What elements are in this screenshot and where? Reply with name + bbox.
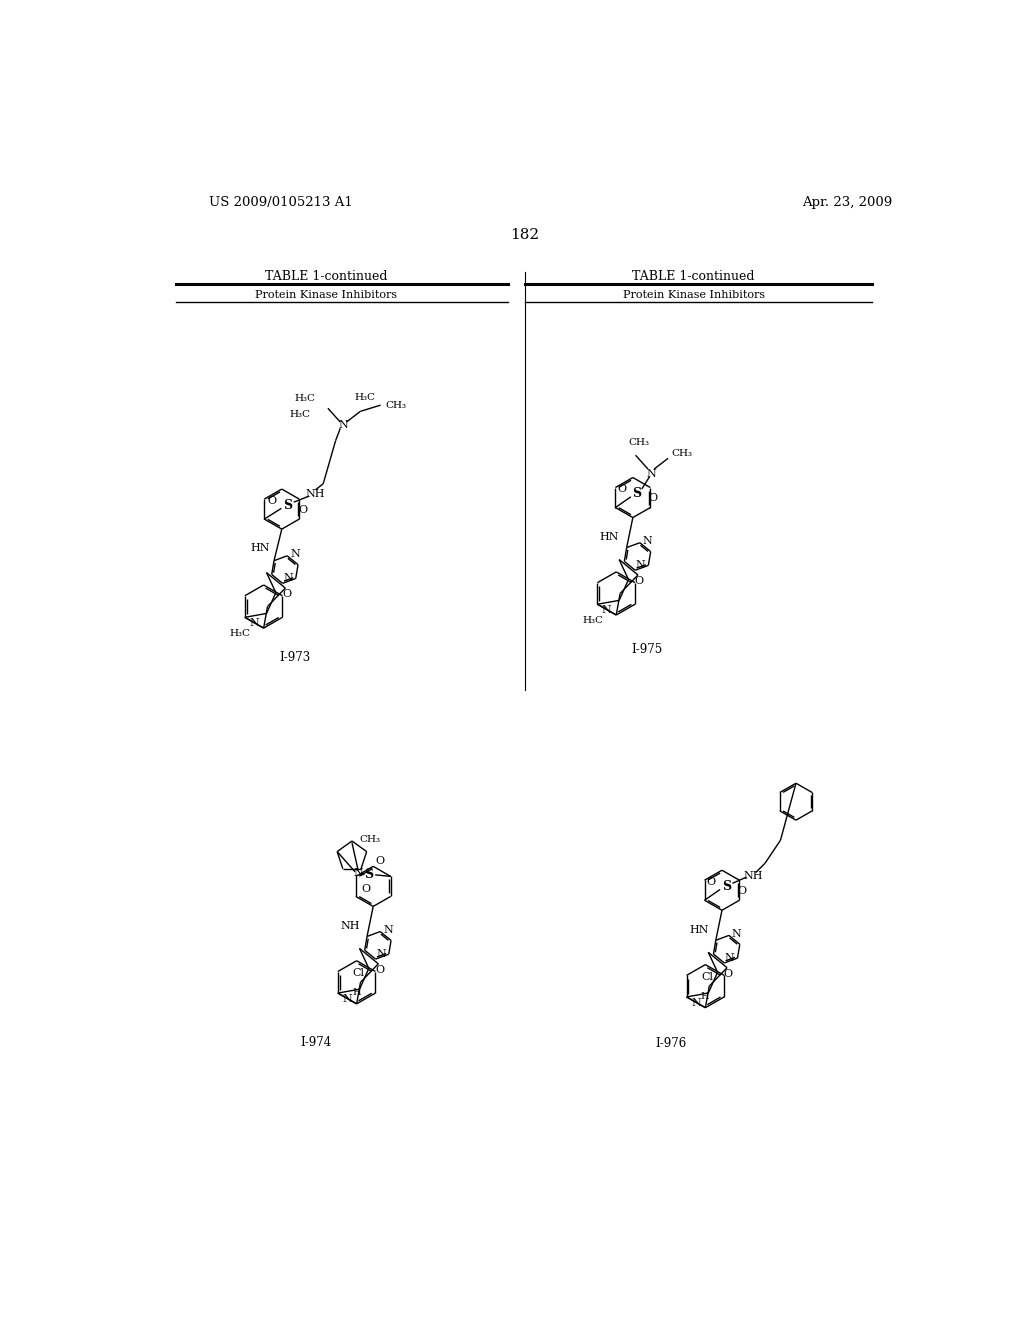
Text: N: N xyxy=(691,998,700,1007)
Text: O: O xyxy=(267,495,276,506)
Text: H₃C: H₃C xyxy=(354,393,376,403)
Text: I-973: I-973 xyxy=(279,651,310,664)
Text: O: O xyxy=(737,886,746,896)
Text: Cl: Cl xyxy=(352,968,365,978)
Text: N: N xyxy=(383,925,393,935)
Text: HN: HN xyxy=(600,532,620,541)
Text: O: O xyxy=(724,969,733,979)
Text: N: N xyxy=(636,561,645,570)
Text: S: S xyxy=(365,869,374,882)
Text: O: O xyxy=(707,876,716,887)
Text: N: N xyxy=(646,469,656,479)
Text: TABLE 1-continued: TABLE 1-continued xyxy=(633,269,755,282)
Text: Apr. 23, 2009: Apr. 23, 2009 xyxy=(802,195,893,209)
Text: CH₃: CH₃ xyxy=(386,401,407,409)
Text: US 2009/0105213 A1: US 2009/0105213 A1 xyxy=(209,195,353,209)
Text: O: O xyxy=(283,589,291,599)
Text: NH: NH xyxy=(306,488,326,499)
Text: N: N xyxy=(643,536,652,546)
Text: O: O xyxy=(361,883,371,894)
Text: H: H xyxy=(700,993,710,1001)
Text: N: N xyxy=(249,618,259,628)
Text: NH: NH xyxy=(743,871,763,880)
Text: TABLE 1-continued: TABLE 1-continued xyxy=(265,269,388,282)
Text: N: N xyxy=(342,994,352,1003)
Text: Cl: Cl xyxy=(701,972,713,982)
Text: I-975: I-975 xyxy=(632,643,663,656)
Text: I-976: I-976 xyxy=(655,1038,686,1051)
Text: HN: HN xyxy=(250,544,270,553)
Text: H₃C: H₃C xyxy=(583,616,603,626)
Text: CH₃: CH₃ xyxy=(628,438,649,447)
Text: H₃C: H₃C xyxy=(290,411,311,418)
Text: O: O xyxy=(375,965,384,975)
Text: HN: HN xyxy=(689,924,709,935)
Text: N: N xyxy=(339,420,348,430)
Text: N: N xyxy=(602,605,611,615)
Text: S: S xyxy=(722,880,731,892)
Text: S: S xyxy=(633,487,642,500)
Text: O: O xyxy=(375,855,384,866)
Text: N: N xyxy=(353,869,362,878)
Text: CH₃: CH₃ xyxy=(359,834,380,843)
Text: O: O xyxy=(617,484,626,494)
Text: CH₃: CH₃ xyxy=(672,449,692,458)
Text: O: O xyxy=(635,576,644,586)
Text: N: N xyxy=(290,549,300,560)
Text: H: H xyxy=(352,989,360,997)
Text: O: O xyxy=(299,504,307,515)
Text: S: S xyxy=(283,499,292,512)
Text: Protein Kinase Inhibitors: Protein Kinase Inhibitors xyxy=(623,289,765,300)
Text: N: N xyxy=(376,949,386,960)
Text: NH: NH xyxy=(340,920,359,931)
Text: 182: 182 xyxy=(510,228,540,243)
Text: Protein Kinase Inhibitors: Protein Kinase Inhibitors xyxy=(255,289,397,300)
Text: I-974: I-974 xyxy=(300,1036,331,1049)
Text: O: O xyxy=(648,494,657,503)
Text: N: N xyxy=(283,573,293,583)
Text: N: N xyxy=(725,953,734,964)
Text: H₃C: H₃C xyxy=(295,395,315,404)
Text: H₃C: H₃C xyxy=(229,630,251,639)
Text: N: N xyxy=(732,929,741,939)
